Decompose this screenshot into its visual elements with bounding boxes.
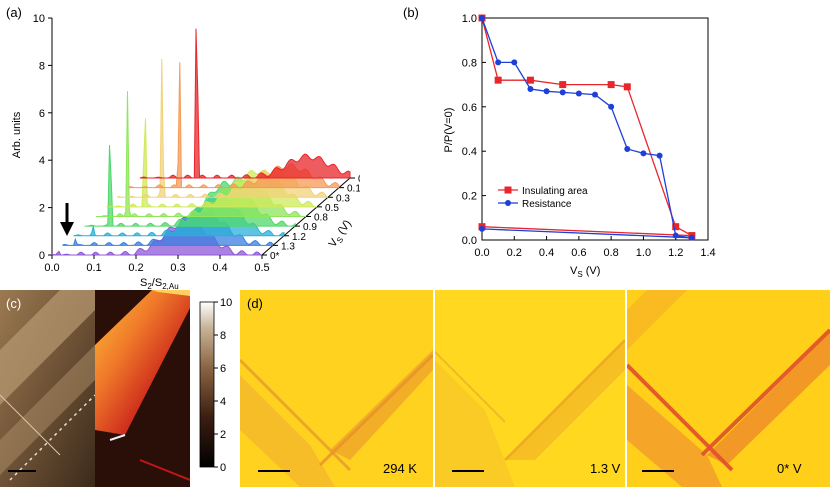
chart-b-point-circle	[479, 225, 485, 232]
stm-image-d2	[435, 290, 625, 487]
chart-a-ytick-label: 4	[39, 155, 45, 167]
chart-b-point-circle	[688, 234, 695, 241]
chart-b-point-square	[672, 223, 680, 231]
colorbar-tick-label: 10	[220, 297, 232, 309]
chart-b-ytick-label: 0.8	[462, 57, 477, 69]
chart-b-xtick-label: 1.0	[636, 247, 651, 259]
chart-b-xtick-label: 1.4	[700, 247, 715, 259]
chart-b-point-circle	[592, 91, 598, 98]
chart-b-series-line-1	[481, 17, 692, 239]
chart-b-ytick-label: 0.4	[462, 146, 477, 158]
stm-image-c	[0, 290, 190, 487]
panel-d-label: (d)	[247, 296, 263, 311]
chart-a-ytick-label: 0	[39, 250, 45, 262]
chart-b-point-circle	[672, 232, 679, 239]
legend-label: Resistance	[522, 199, 572, 210]
chart-a-vs-label: 0.3	[336, 193, 350, 204]
panel-b-label: (b)	[403, 5, 419, 20]
chart-b-point-square	[623, 83, 631, 91]
stm-image-d1	[240, 290, 433, 487]
chart-a-xlabel: S2/S2,Au	[140, 277, 179, 290]
chart-b-point-circle	[640, 150, 647, 157]
chart-a-vs-label: 1.2	[292, 232, 306, 243]
colorbar-tick-label: 0	[220, 462, 226, 474]
chart-a-xtick-label: 0.2	[128, 262, 143, 274]
chart-b-ytick-label: 1.0	[462, 13, 477, 25]
legend-swatch-marker	[504, 186, 512, 194]
chart-a-xtick-label: 0.5	[254, 262, 269, 274]
chart-b-xtick-label: 0.2	[507, 247, 522, 259]
chart-b-point-circle	[511, 59, 518, 66]
chart-a-vs-label: 0.5	[325, 203, 339, 214]
chart-b-plot-frame	[481, 17, 709, 241]
caption-d3: 0* V	[777, 461, 802, 476]
chart-b-point-square	[526, 76, 534, 84]
chart-a-xtick-label: 0.4	[212, 262, 227, 274]
chart-a-ytick-label: 6	[39, 108, 45, 120]
chart-a-xtick-label: 0.0	[44, 262, 59, 274]
chart-a-xtick-label: 0.3	[170, 262, 185, 274]
colorbar-tick-label: 2	[220, 429, 226, 441]
chart-b-line-chart: 0.0 0.2 0.4 0.6 0.8 1.0 1.2 1.4 0.0 0.2 0.4 0.6 0.8 1…	[443, 13, 716, 279]
chart-a-ylabel: Arb. units	[11, 111, 23, 158]
panel-a-label: (a)	[6, 5, 22, 20]
chart-b-xtick-label: 0.8	[603, 247, 618, 259]
colorbar-tick-label: 8	[220, 330, 226, 342]
colorbar-tick-label: 4	[220, 396, 226, 408]
chart-b-xtick-label: 0.6	[571, 247, 586, 259]
chart-b-point-circle	[624, 145, 631, 152]
panel-c-label: (c)	[6, 296, 22, 311]
stm-image-c-graphic	[0, 290, 190, 487]
chart-a-vs-label: 0*	[270, 251, 280, 262]
chart-a-vs-label: 0.8	[314, 213, 328, 224]
stm-image-d3	[627, 290, 830, 487]
chart-b-ytick-label: 0.0	[462, 235, 477, 247]
chart-b-xtick-label: 1.2	[668, 247, 683, 259]
chart-b-point-circle	[527, 86, 534, 93]
chart-a-vs-label: 0.9	[303, 222, 317, 233]
chart-b-point-circle	[479, 15, 485, 21]
chart-b-ylabel: P/P(V=0)	[443, 108, 455, 153]
chart-b-point-circle	[495, 59, 502, 66]
chart-a-ytick-label: 2	[39, 203, 45, 215]
chart-a-series-8	[51, 218, 263, 256]
chart-b-point-square	[494, 76, 502, 84]
chart-b-point-square	[559, 81, 567, 89]
scale-bar-d1	[258, 470, 290, 472]
chart-a-ytick-label: 8	[39, 60, 45, 72]
chart-a-vs-label: 0	[358, 174, 360, 185]
scale-bar-d3	[642, 470, 674, 472]
chart-b-ytick-label: 0.2	[462, 191, 477, 203]
chart-b-point-circle	[575, 90, 582, 97]
scale-bar-d2	[452, 470, 484, 472]
chart-b-point-circle	[559, 89, 566, 96]
chart-b-legend: Insulating area Resistance	[498, 186, 588, 210]
colorbar-tick-label: 6	[220, 363, 226, 375]
chart-a-xtick-label: 0.1	[86, 262, 101, 274]
chart-b-ytick-label: 0.6	[462, 102, 477, 114]
caption-d1: 294 K	[383, 461, 417, 476]
chart-a-ytick-label: 10	[33, 13, 45, 25]
chart-b-point-square	[607, 81, 615, 89]
chart-b-point-circle	[608, 103, 615, 110]
chart-b-point-circle	[656, 152, 663, 159]
chart-a-zlabel: VS (V)	[327, 218, 356, 251]
legend-swatch-marker	[505, 200, 511, 206]
chart-a-vs-label: 1.3	[281, 241, 295, 252]
chart-b-xtick-label: 0.4	[539, 247, 554, 259]
chart-b-xlabel: VS (V)	[570, 265, 600, 279]
chart-b-point-circle	[543, 88, 550, 95]
chart-a-series-0	[139, 28, 351, 179]
chart-b-xtick-label: 0.0	[474, 247, 489, 259]
caption-d2: 1.3 V	[590, 461, 621, 476]
arrow-icon	[60, 203, 74, 236]
scale-bar-c	[8, 470, 36, 472]
legend-label: Insulating area	[522, 186, 588, 197]
chart-a-vs-label: 0.1	[347, 184, 360, 195]
